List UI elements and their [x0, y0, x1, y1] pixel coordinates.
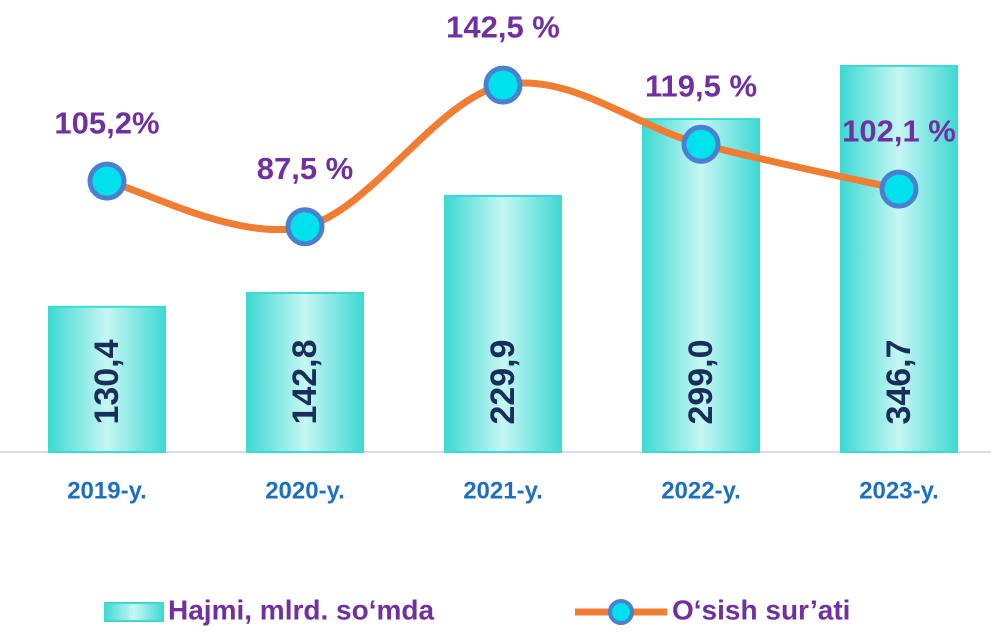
line-value-label: 142,5 %: [446, 9, 560, 44]
bar: [246, 291, 364, 453]
legend-swatch: [104, 602, 164, 622]
legend-marker: [608, 599, 634, 625]
x-tick-label: 2022-y.: [661, 477, 741, 504]
x-tick-label: 2020-y.: [265, 477, 345, 504]
line-value-label: 87,5 %: [257, 151, 354, 186]
bar: [642, 118, 760, 454]
line-marker: [87, 161, 127, 201]
bar: [48, 305, 166, 454]
bar: [840, 64, 958, 454]
line-value-label: 102,1 %: [842, 113, 956, 148]
x-tick-label: 2019-y.: [67, 477, 147, 504]
legend-label: Hajmi, mlrd. so‘mda: [168, 594, 434, 625]
legend-label: O‘sish sur’ati: [672, 594, 850, 625]
line-value-label: 105,2%: [54, 105, 159, 140]
line-marker: [483, 65, 523, 105]
bar-value-label: 142,8: [286, 339, 324, 424]
bar: [444, 195, 562, 453]
bar-value-label: 299,0: [682, 339, 720, 424]
line-marker: [681, 124, 721, 164]
x-tick-label: 2023-y.: [859, 477, 939, 504]
x-tick-label: 2021-y.: [463, 477, 543, 504]
bar-value-label: 229,9: [484, 339, 522, 424]
bar-value-label: 130,4: [88, 339, 126, 424]
line-marker: [285, 207, 325, 247]
bar-value-label: 346,7: [880, 339, 918, 424]
line-marker: [879, 169, 919, 209]
line-value-label: 119,5 %: [645, 68, 757, 103]
